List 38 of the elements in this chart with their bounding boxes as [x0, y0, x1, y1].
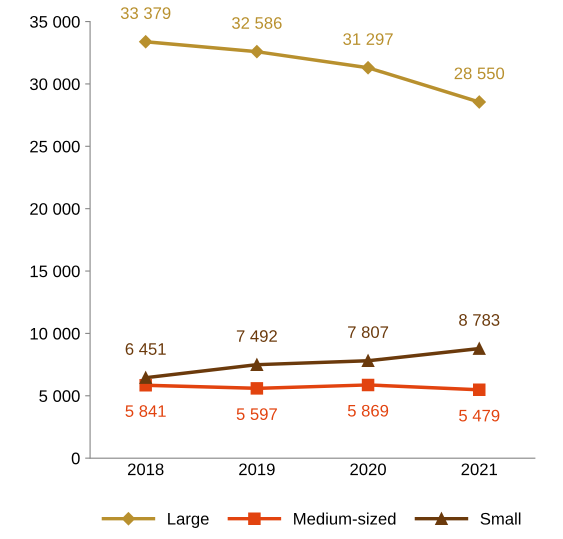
point [361, 61, 375, 74]
data-label: 5 479 [459, 410, 500, 422]
y-tick-label: 25 000 [30, 140, 80, 153]
point [250, 45, 264, 58]
data-label: 7 492 [236, 330, 277, 342]
x-tick-label: 2019 [239, 463, 275, 476]
point [473, 384, 486, 396]
y-tick-label: 15 000 [30, 265, 80, 278]
legend-label: Medium-sized [294, 512, 396, 525]
data-label: 5 869 [348, 404, 388, 417]
data-label: 5 841 [125, 405, 166, 417]
y-tick-label: 0 [72, 452, 80, 464]
legend-label: Large [168, 513, 209, 528]
data-label: 6 451 [126, 343, 166, 355]
point [362, 378, 374, 392]
legend-label: Small [480, 512, 520, 525]
data-label: 8 783 [459, 314, 500, 326]
x-tick-label: 2018 [128, 463, 164, 476]
point [139, 371, 152, 384]
x-tick-label: 2021 [462, 463, 497, 476]
x-tick-label: 2020 [350, 463, 386, 476]
data-label: 7 807 [348, 326, 388, 338]
y-tick-label: 5 000 [39, 390, 80, 402]
y-tick-label: 35 000 [30, 16, 80, 28]
y-tick-label: 10 000 [30, 328, 80, 340]
y-tick-label: 20 000 [30, 203, 80, 215]
point [250, 358, 264, 371]
data-label: 32 586 [232, 17, 282, 29]
point [139, 35, 152, 48]
data-label: 31 297 [343, 33, 393, 46]
y-tick-label: 30 000 [30, 78, 80, 90]
point [250, 382, 264, 395]
data-label: 28 550 [454, 67, 504, 80]
data-label: 5 597 [236, 408, 277, 420]
point [473, 342, 486, 355]
data-label: 33 379 [120, 7, 170, 20]
point [472, 95, 486, 109]
point [362, 354, 374, 368]
